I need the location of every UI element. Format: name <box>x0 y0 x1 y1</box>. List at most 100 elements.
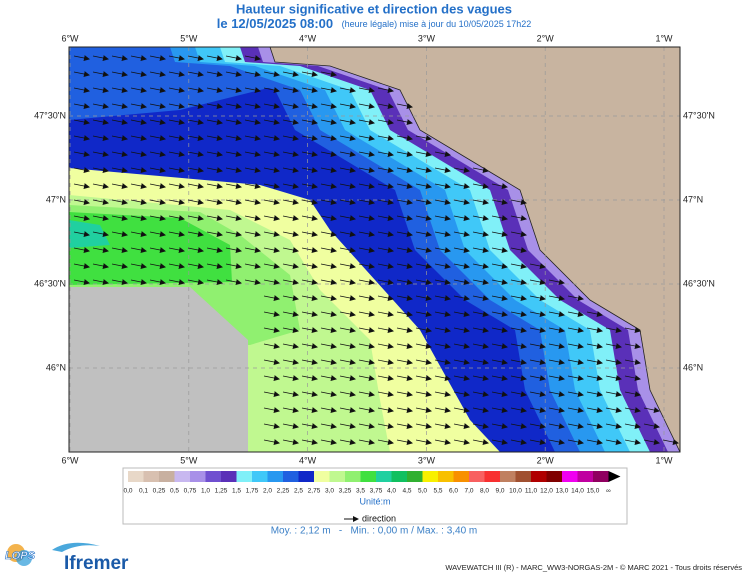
wave-arrow <box>358 167 375 173</box>
wave-arrow <box>73 167 90 173</box>
wave-arrow <box>149 167 166 173</box>
wave-arrow <box>111 103 128 109</box>
wave-arrow <box>263 375 280 381</box>
wave-arrow <box>339 423 356 429</box>
wave-arrow <box>320 135 337 141</box>
wave-arrow <box>282 135 299 141</box>
wave-arrow <box>301 135 318 141</box>
wave-arrow <box>263 407 280 413</box>
wave-arrow <box>225 199 242 205</box>
wave-arrow <box>111 71 128 77</box>
wave-arrow <box>415 247 432 253</box>
wave-arrow <box>396 391 413 397</box>
wave-arrow <box>510 199 527 205</box>
wave-arrow <box>206 231 223 237</box>
wave-arrow <box>130 55 147 61</box>
wave-arrow <box>263 423 280 429</box>
wave-arrow <box>605 391 622 397</box>
wave-arrow <box>263 71 280 77</box>
colorbar-label: 1,0 <box>201 488 210 495</box>
wave-arrow <box>282 263 299 269</box>
wave-arrow <box>396 135 413 141</box>
wave-arrow <box>225 135 242 141</box>
color-swatch <box>221 471 237 482</box>
wave-arrow <box>415 423 432 429</box>
wave-arrow <box>377 407 394 413</box>
lops-text: LOPS <box>5 550 36 562</box>
wave-arrow <box>510 391 527 397</box>
wave-arrow <box>301 247 318 253</box>
lon-label: 1°W <box>655 455 673 465</box>
wave-arrow <box>548 407 565 413</box>
wave-arrow <box>586 439 603 445</box>
lon-label: 6°W <box>61 455 79 465</box>
wave-arrow <box>377 103 394 109</box>
wave-arrow <box>396 343 413 349</box>
wave-arrow <box>453 423 470 429</box>
color-swatch <box>577 471 593 482</box>
wave-arrow <box>320 199 337 205</box>
wave-arrow <box>396 327 413 333</box>
wave-arrow <box>434 231 451 237</box>
colorbar-label: 1,25 <box>215 488 228 495</box>
wave-arrow <box>396 247 413 253</box>
wave-arrow <box>149 119 166 125</box>
wave-arrow <box>434 391 451 397</box>
unit: Unité:m <box>359 496 390 506</box>
wave-arrow <box>282 359 299 365</box>
wave-arrow <box>472 199 489 205</box>
wave-arrow <box>130 279 147 285</box>
wave-arrow <box>320 215 337 221</box>
wave-arrow <box>282 439 299 445</box>
wave-arrow <box>225 119 242 125</box>
wave-arrow <box>472 327 489 333</box>
color-swatch <box>546 471 562 482</box>
wave-arrow <box>453 263 470 269</box>
wave-arrow <box>339 439 356 445</box>
lon-label: 5°W <box>180 455 198 465</box>
wave-arrow <box>491 311 508 317</box>
wave-arrow <box>510 423 527 429</box>
wave-arrow <box>225 151 242 157</box>
wave-arrow <box>396 439 413 445</box>
wave-arrow <box>187 103 204 109</box>
colorbar-label: 5,5 <box>433 488 442 495</box>
wave-arrow <box>168 55 185 61</box>
wave-arrow <box>605 343 622 349</box>
wave-arrow <box>358 119 375 125</box>
wave-arrow <box>377 215 394 221</box>
wave-arrow <box>358 407 375 413</box>
wave-arrow <box>548 327 565 333</box>
colorbar-label: 2,75 <box>308 488 321 495</box>
wave-arrow <box>73 103 90 109</box>
sea-band <box>69 212 232 285</box>
wave-arrow <box>377 311 394 317</box>
wave-arrow <box>301 167 318 173</box>
wave-arrow <box>130 183 147 189</box>
wave-arrow <box>396 103 413 109</box>
wave-arrow <box>92 183 109 189</box>
wave-arrow <box>377 183 394 189</box>
wave-arrow <box>472 375 489 381</box>
wave-arrow <box>548 311 565 317</box>
wave-arrow <box>396 151 413 157</box>
wave-arrow <box>586 407 603 413</box>
wave-arrow <box>301 215 318 221</box>
wave-arrow <box>263 119 280 125</box>
lon-label: 2°W <box>537 33 555 43</box>
wave-arrow <box>168 103 185 109</box>
wave-arrow <box>187 167 204 173</box>
wave-arrow <box>415 295 432 301</box>
wave-arrow <box>187 151 204 157</box>
wave-arrow <box>567 311 584 317</box>
wave-arrow <box>396 423 413 429</box>
color-swatch <box>314 471 330 482</box>
lat-label: 47°30'N <box>34 110 66 120</box>
wave-arrow <box>529 439 546 445</box>
wave-arrow <box>358 359 375 365</box>
colorbar-label: 1,75 <box>246 488 259 495</box>
wave-arrow <box>491 391 508 397</box>
colorbar-label: 0,75 <box>184 488 197 495</box>
wave-arrow <box>92 55 109 61</box>
wave-arrow <box>624 439 641 445</box>
